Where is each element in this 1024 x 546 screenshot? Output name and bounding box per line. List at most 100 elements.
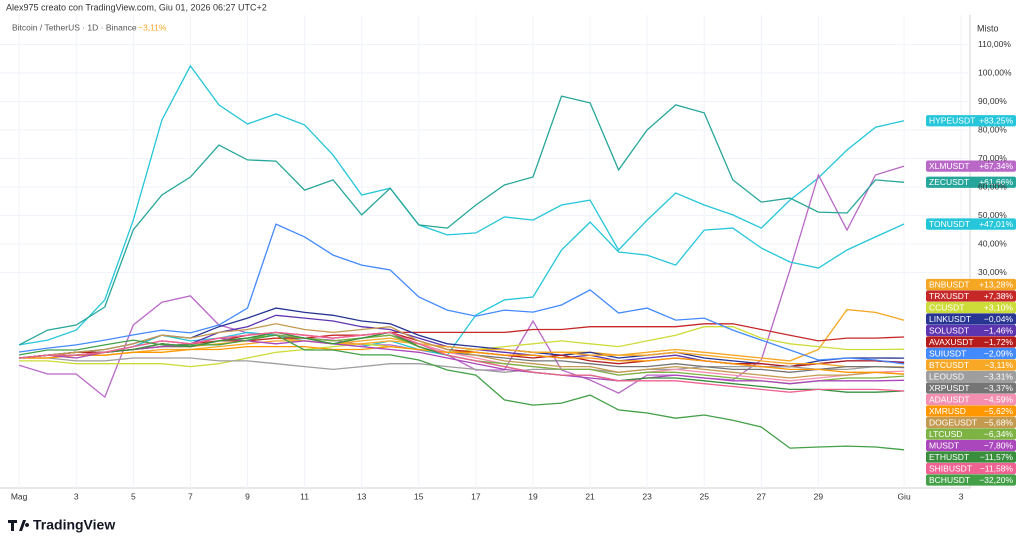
- badge-name: LINKUSDT: [929, 314, 971, 324]
- badge-value: −11,57%: [980, 452, 1014, 462]
- badge-name: LTCUSD: [929, 429, 962, 439]
- badge-box: [926, 416, 1016, 429]
- end-badge: LTCUSD −6,34%: [926, 428, 1016, 440]
- badge-name: TONUSDT: [929, 219, 970, 229]
- badge-box: [926, 324, 1016, 337]
- badge-value: −5,62%: [984, 406, 1014, 416]
- badge-box: [926, 115, 1016, 127]
- y-tick-label: 40,00%: [978, 238, 1007, 248]
- badge-name: SHIBUSDT: [929, 463, 972, 473]
- y-tick-label: 100,00%: [978, 67, 1012, 77]
- badge-box: [926, 347, 1016, 360]
- badge-box: [926, 160, 1016, 172]
- badge-box: [926, 176, 1016, 188]
- end-badge: TRXUSDT +7,38%: [926, 290, 1016, 302]
- badge-value: −32,20%: [979, 475, 1013, 485]
- badge-value: −5,68%: [984, 417, 1014, 427]
- badge-name: AVAXUSDT: [929, 337, 974, 347]
- end-badge: HYPEUSDT +83,25%: [926, 115, 1016, 127]
- badge-name: ETHUSDT: [929, 452, 969, 462]
- badge-value: −7,80%: [984, 440, 1014, 450]
- author-line: Alex975 creato con TradingView.com, Giu …: [6, 2, 267, 12]
- grid: [0, 15, 970, 488]
- brand-name: TradingView: [33, 517, 115, 533]
- series-line: [19, 345, 905, 375]
- x-tick-label: 17: [471, 491, 481, 501]
- badge-name: XLMUSDT: [929, 161, 970, 171]
- x-tick-label: 15: [414, 491, 424, 501]
- badge-value: −6,34%: [984, 429, 1014, 439]
- badge-value: +3,10%: [984, 302, 1014, 312]
- symbol-change: −3,11%: [138, 22, 167, 32]
- end-badge: XRPUSDT −3,37%: [926, 382, 1016, 394]
- x-tick-label: 13: [357, 491, 367, 501]
- y-tick-label: 80,00%: [978, 124, 1007, 134]
- y-tick-label: 70,00%: [978, 153, 1007, 163]
- badge-value: +61,66%: [979, 177, 1013, 187]
- badge-box: [926, 359, 1016, 371]
- badge-value: −11,58%: [980, 463, 1014, 473]
- badge-name: ZECUSDT: [929, 177, 969, 187]
- y-tick-label: 60,00%: [978, 181, 1007, 191]
- end-badge: SUIUSDT −2,09%: [926, 347, 1016, 360]
- badge-value: −1,46%: [984, 325, 1014, 335]
- series-line: [18, 95, 905, 346]
- brand-icon: [8, 520, 30, 531]
- badge-value: −3,11%: [985, 360, 1014, 370]
- end-badge: ADAUSDT −4,59%: [926, 393, 1016, 406]
- badge-value: +13,28%: [979, 279, 1013, 289]
- end-badge: AVAXUSDT −1,72%: [926, 336, 1016, 348]
- badge-box: [926, 370, 1016, 383]
- badge-name: SUIUSDT: [929, 348, 966, 358]
- badge-value: +47,01%: [979, 219, 1013, 229]
- badge-name: XMRUSD: [929, 406, 966, 416]
- end-badge: LEOUSD −3,31%: [926, 370, 1016, 383]
- badge-value: −0,04%: [984, 314, 1014, 324]
- badge-value: −4,59%: [984, 394, 1014, 404]
- end-badge: SHIBUSDT −11,58%: [926, 462, 1016, 475]
- x-tick-label: 11: [300, 491, 309, 501]
- badge-name: ADAUSDT: [929, 394, 970, 404]
- x-tick-label: 9: [245, 491, 250, 501]
- badge-box: [926, 313, 1016, 325]
- badge-name: LEOUSD: [929, 371, 964, 381]
- y-tick-label: 110,00%: [978, 39, 1011, 49]
- end-badge: XMRUSD −5,62%: [926, 405, 1016, 417]
- end-badge: ZECUSDT +61,66%: [926, 176, 1016, 188]
- x-tick-label: Giu: [897, 491, 911, 501]
- x-tick-label: 3: [74, 491, 79, 501]
- badge-box: [926, 218, 1016, 230]
- badge-box: [926, 301, 1016, 314]
- badge-box: [926, 290, 1016, 302]
- badge-box: [926, 278, 1016, 291]
- badge-box: [926, 393, 1016, 406]
- badge-value: +7,38%: [984, 291, 1014, 301]
- end-badge: LINKUSDT −0,04%: [926, 313, 1016, 325]
- end-badge: SOLUSDT −1,46%: [926, 324, 1016, 337]
- end-badge: XLMUSDT +67,34%: [926, 160, 1016, 172]
- series-line: [19, 337, 905, 385]
- badge-name: CCUSDT: [929, 302, 964, 312]
- badge-name: MUSDT: [929, 440, 959, 450]
- end-badge: BTCUSDT −3,11%: [926, 359, 1016, 371]
- badge-box: [926, 474, 1016, 486]
- end-badge: CCUSDT +3,10%: [926, 301, 1016, 314]
- end-badge: MUSDT −7,80%: [926, 439, 1016, 452]
- series-line: [18, 64, 905, 346]
- badge-name: BTCUSDT: [929, 360, 969, 370]
- x-tick-label: 7: [188, 491, 193, 501]
- badge-name: SOLUSDT: [929, 325, 969, 335]
- badge-value: −1,72%: [984, 337, 1014, 347]
- scale-mode: Misto: [977, 23, 999, 33]
- x-tick-label: 5: [131, 491, 136, 501]
- badge-name: TRXUSDT: [929, 291, 969, 301]
- series-line: [19, 331, 905, 393]
- badge-value: +67,34%: [979, 161, 1013, 171]
- symbol-line: Bitcoin / TetherUS · 1D · Binance: [12, 22, 137, 32]
- brand-logo: TradingView: [8, 517, 115, 533]
- badge-box: [926, 382, 1016, 394]
- x-tick-label: 23: [642, 491, 652, 501]
- y-tick-label: 90,00%: [978, 96, 1007, 106]
